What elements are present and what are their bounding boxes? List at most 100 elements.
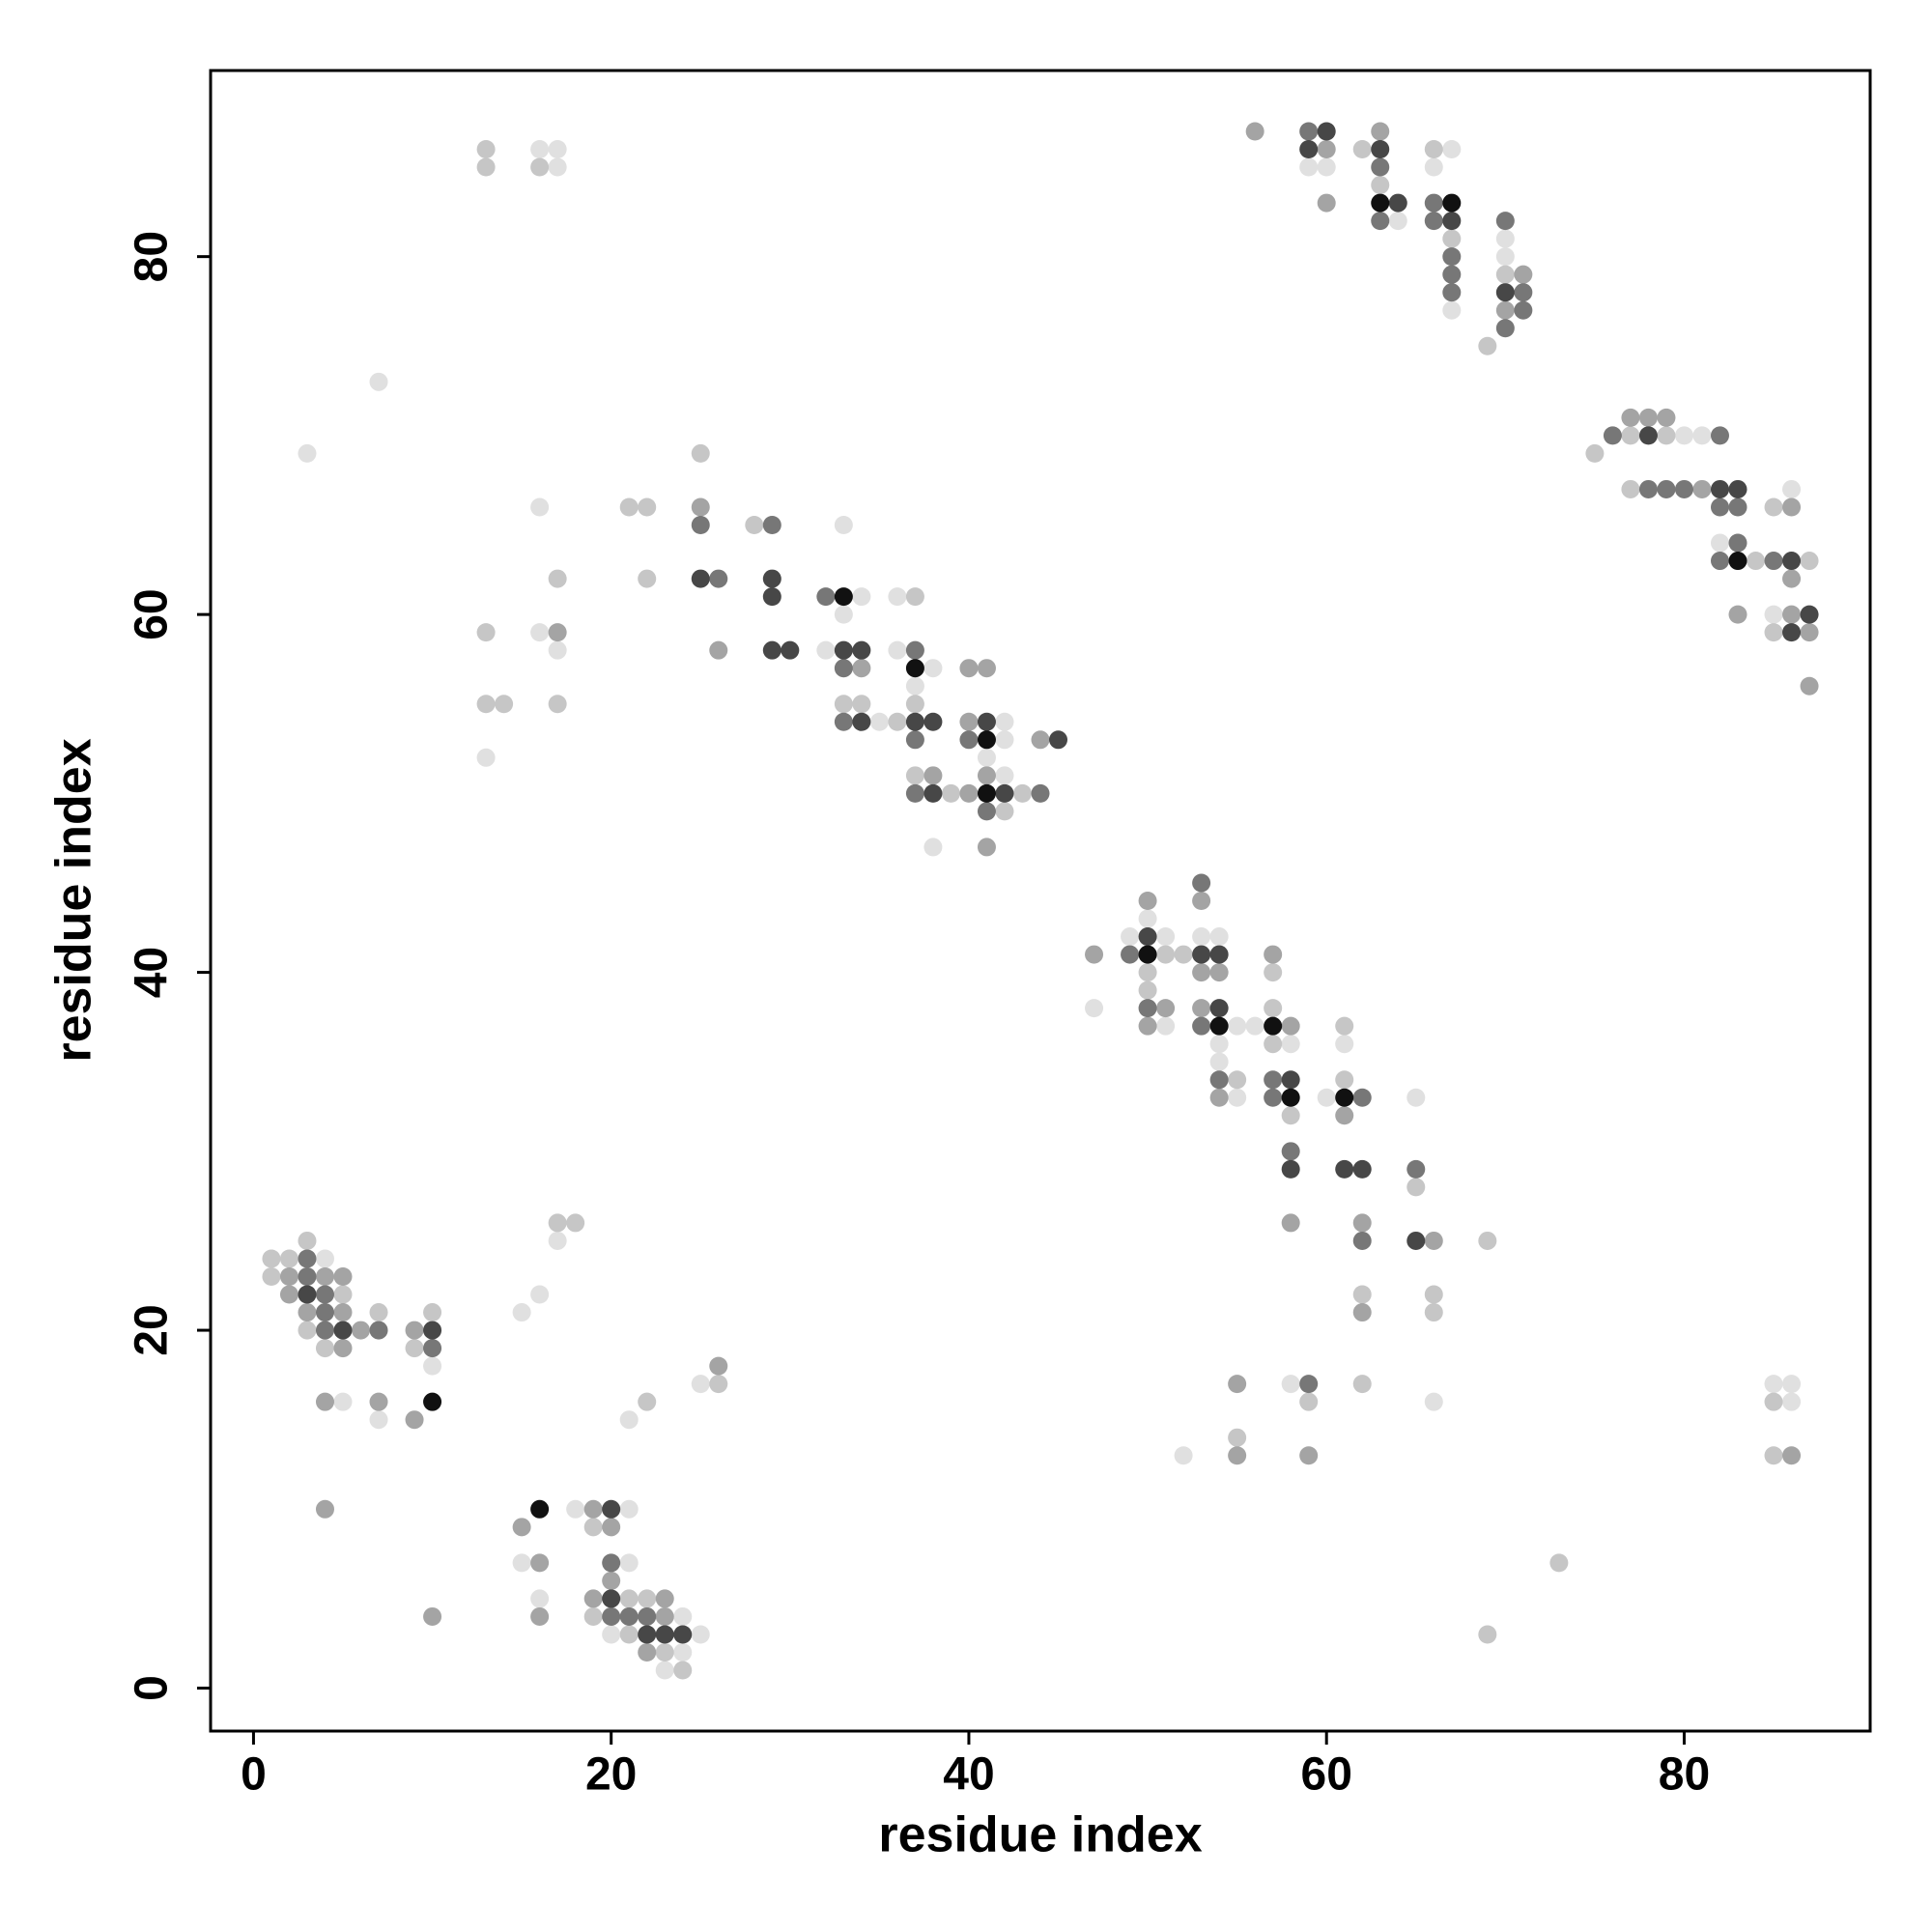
contact-point [655, 1625, 674, 1644]
contact-point [673, 1606, 693, 1626]
contact-point [476, 695, 496, 714]
contact-point [423, 1392, 442, 1411]
contact-point [1549, 1553, 1569, 1573]
contact-point [1674, 426, 1693, 445]
contact-point [1782, 479, 1802, 498]
contact-point [1692, 479, 1712, 498]
contact-point [1495, 319, 1515, 338]
contact-point [1478, 1625, 1497, 1644]
contact-point [1638, 426, 1658, 445]
contact-point [369, 372, 388, 391]
contact-point [1317, 140, 1336, 159]
contact-point [476, 157, 496, 177]
contact-point [1442, 212, 1462, 231]
contact-point [1424, 157, 1443, 177]
x-axis-title: residue index [878, 1807, 1202, 1863]
contact-point [548, 1213, 567, 1233]
contact-point [315, 1392, 334, 1411]
contact-point [1764, 605, 1783, 624]
contact-point [638, 1642, 657, 1662]
contact-point [1442, 247, 1462, 267]
contact-point [1335, 1159, 1354, 1179]
contact-point [691, 569, 710, 588]
contact-point [923, 712, 943, 731]
contact-point [977, 802, 996, 821]
contact-point [1138, 909, 1157, 928]
contact-point [852, 640, 871, 660]
contact-point [1352, 1159, 1372, 1179]
contact-point [673, 1642, 693, 1662]
contact-point [959, 730, 979, 750]
x-tick-label: 0 [241, 1749, 267, 1801]
contact-point [298, 1231, 317, 1250]
contact-point [530, 157, 550, 177]
contact-point [1728, 533, 1747, 553]
contact-point [1728, 497, 1747, 517]
contact-point [1352, 1231, 1372, 1250]
contact-point [1514, 265, 1533, 284]
contact-point [298, 1303, 317, 1322]
contact-point [1299, 1375, 1319, 1394]
contact-point [619, 497, 639, 517]
contact-point [1495, 247, 1515, 267]
contact-point [905, 730, 924, 750]
contact-point [1138, 927, 1157, 947]
contact-point [1281, 1213, 1300, 1233]
contact-point [369, 1410, 388, 1430]
contact-point [1281, 1159, 1300, 1179]
contact-point [1800, 623, 1819, 642]
contact-point [1209, 1035, 1229, 1054]
contact-point [852, 587, 871, 607]
contact-point [476, 623, 496, 642]
contact-point [1138, 963, 1157, 982]
contact-point [1156, 999, 1176, 1018]
contact-point [548, 569, 567, 588]
y-tick-label: 0 [127, 1675, 178, 1701]
contact-point [1764, 1446, 1783, 1465]
contact-point [1174, 945, 1193, 964]
contact-point [888, 712, 907, 731]
contact-point [1352, 140, 1372, 159]
contact-point [995, 730, 1014, 750]
contact-point [995, 712, 1014, 731]
contact-point [423, 1321, 442, 1340]
contact-point [512, 1553, 531, 1573]
contact-point [977, 730, 996, 750]
y-tick-label: 60 [127, 588, 178, 639]
contact-point [602, 1499, 621, 1519]
contact-point [1478, 336, 1497, 355]
contact-point [1264, 999, 1283, 1018]
contact-point [1764, 1392, 1783, 1411]
contact-point [638, 569, 657, 588]
contact-point [1138, 892, 1157, 910]
contact-point [530, 1553, 550, 1573]
contact-point [1264, 1035, 1283, 1054]
contact-point [1228, 1446, 1247, 1465]
contact-point [1782, 569, 1802, 588]
contact-point [1264, 945, 1283, 964]
contact-point [709, 1356, 728, 1376]
contact-point [315, 1339, 334, 1358]
contact-point [923, 766, 943, 785]
contact-point [583, 1499, 603, 1519]
contact-point [1495, 283, 1515, 302]
contact-point [1281, 1142, 1300, 1161]
contact-point [923, 659, 943, 678]
contact-point [977, 783, 996, 803]
contact-point [1424, 1303, 1443, 1322]
contact-point [1406, 1088, 1426, 1107]
contact-point [1264, 1088, 1283, 1107]
contact-point [315, 1321, 334, 1340]
contact-point [959, 712, 979, 731]
contact-point [1514, 300, 1533, 320]
contact-point [1281, 1016, 1300, 1036]
contact-point [905, 659, 924, 678]
contact-point [1621, 426, 1640, 445]
contact-point [279, 1249, 298, 1268]
contact-point [566, 1499, 585, 1519]
contact-point [548, 623, 567, 642]
contact-point [1352, 1285, 1372, 1304]
contact-point [1317, 157, 1336, 177]
contact-point [852, 695, 871, 714]
